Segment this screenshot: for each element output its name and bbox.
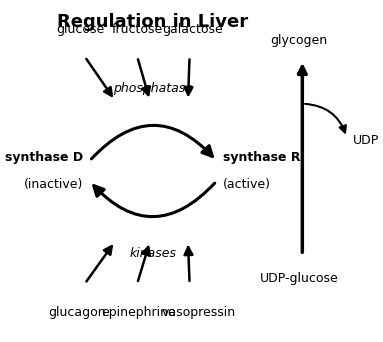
Text: fructose: fructose: [111, 23, 163, 36]
Text: UDP-glucose: UDP-glucose: [260, 272, 339, 285]
Text: synthase D: synthase D: [5, 151, 83, 164]
Text: phosphatase: phosphatase: [113, 82, 193, 95]
Text: kinases: kinases: [129, 247, 177, 260]
Text: epinephrine: epinephrine: [101, 306, 176, 319]
Text: (active): (active): [223, 178, 271, 191]
Text: glycogen: glycogen: [270, 34, 328, 47]
Text: Regulation in Liver: Regulation in Liver: [57, 13, 249, 31]
Text: glucagon: glucagon: [48, 306, 106, 319]
Text: synthase R: synthase R: [223, 151, 300, 164]
Text: galactose: galactose: [162, 23, 223, 36]
Text: vasopressin: vasopressin: [162, 306, 236, 319]
Text: glucose: glucose: [56, 23, 104, 36]
Text: UDP: UDP: [353, 134, 380, 147]
Text: (inactive): (inactive): [24, 178, 83, 191]
